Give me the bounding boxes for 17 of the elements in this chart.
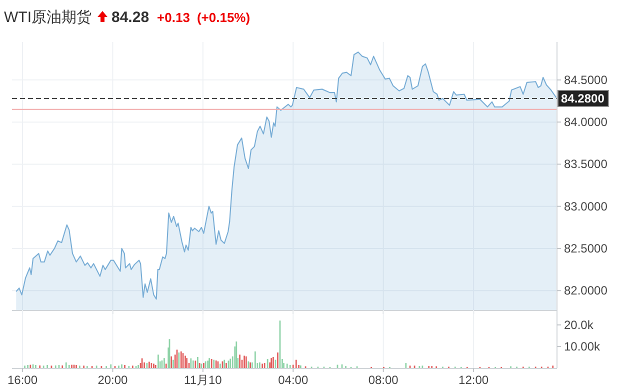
- x-tick-label: 20:00: [98, 373, 128, 387]
- y-tick-label: 82.5000: [564, 241, 608, 256]
- x-tick-label: 12:00: [458, 373, 489, 387]
- y-tick-label: 83.0000: [564, 199, 608, 214]
- header: WTI原油期货 84.28 +0.13 (+0.15%): [4, 9, 250, 26]
- y-tick-label: 84.5000: [564, 72, 608, 87]
- y-tick-label: 84.0000: [564, 115, 608, 130]
- y-tick-label: 83.5000: [564, 157, 608, 172]
- x-tick-label: 08:00: [368, 373, 399, 387]
- y-tick-label: 82.0000: [564, 284, 608, 298]
- ref-line-label: 84.2800: [561, 91, 605, 106]
- y-tick-label: 20.0k: [564, 318, 594, 332]
- x-tick-label: 11月10: [184, 373, 222, 387]
- x-tick-label: 16:00: [8, 373, 38, 387]
- x-tick-label: 04:00: [278, 373, 308, 387]
- y-tick-label: 10.00k: [564, 339, 602, 354]
- chart-title: WTI原油期货: [4, 9, 92, 26]
